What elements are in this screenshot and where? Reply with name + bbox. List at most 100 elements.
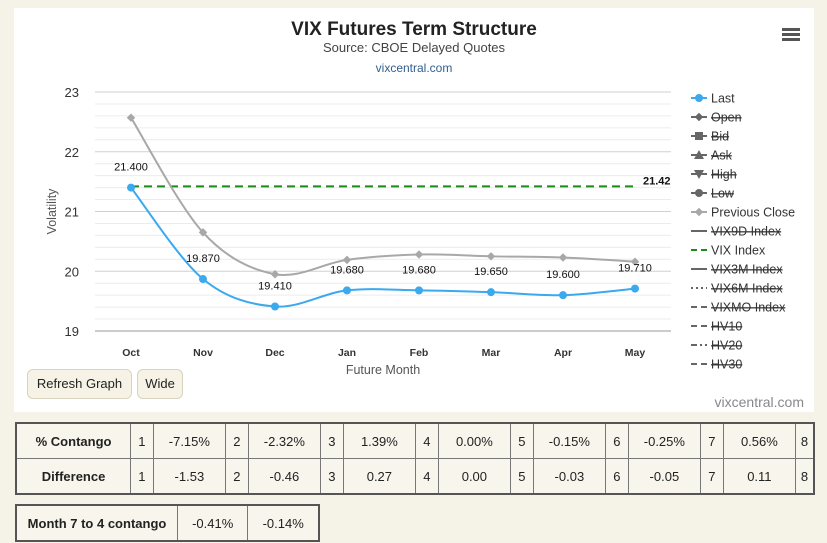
month-number-cell: 1 [130, 458, 154, 495]
legend-item-label[interactable]: HV20 [711, 339, 742, 353]
chart-title: VIX Futures Term Structure [291, 19, 537, 40]
month-contango-value: -0.14% [247, 504, 320, 542]
previous-close-point [558, 253, 568, 262]
wide-button[interactable]: Wide [137, 369, 183, 399]
previous-close-point [486, 252, 496, 261]
legend-marker [695, 132, 703, 140]
month-number-cell: 8 [795, 422, 815, 459]
legend-item-label[interactable]: VIX6M Index [711, 282, 783, 296]
x-tick-label: Mar [482, 347, 501, 359]
row-label: % Contango [15, 422, 132, 459]
legend-marker [695, 94, 703, 102]
chart-source-link[interactable]: vixcentral.com [375, 61, 453, 75]
last-point [127, 183, 135, 192]
month-contango-row: Month 7 to 4 contango -0.41% -0.14% [15, 504, 320, 542]
legend-item-label[interactable]: HV10 [711, 320, 742, 334]
month-number-cell: 3 [320, 458, 344, 495]
last-point [487, 288, 495, 297]
month-number-cell: 6 [605, 422, 629, 459]
legend-item-label[interactable]: Last [711, 92, 735, 106]
value-cell: 0.27 [342, 458, 417, 495]
last-point [343, 286, 351, 295]
vix-index-label: 21.42 [643, 175, 671, 187]
legend-marker [694, 207, 704, 217]
chart-svg: 19 20 21 22 23 Oct Nov Dec Jan Feb Mar Apr May Future… [45, 85, 795, 377]
contango-table: % Contango 1 -7.15% 2 -2.32% 3 1.39% 4 0.00% 5 -0.… [15, 422, 815, 495]
legend-item-label[interactable]: Previous Close [711, 206, 795, 220]
last-point [271, 302, 279, 311]
contango-table-row: Difference 1 -1.53 2 -0.46 3 0.27 4 0.00 5 -0.03 6-… [15, 458, 815, 495]
x-tick-label: Oct [122, 347, 140, 359]
value-cell: -0.25% [627, 422, 702, 459]
y-tick-label: 21 [65, 205, 79, 220]
x-tick-label: May [625, 347, 646, 359]
last-data-label: 19.870 [186, 253, 220, 265]
legend-item-label[interactable]: Open [711, 111, 742, 125]
legend-item-label[interactable]: HV30 [711, 358, 742, 372]
previous-close-point [126, 113, 136, 122]
month-number-cell: 4 [415, 458, 439, 495]
last-data-label: 19.680 [402, 264, 436, 276]
last-data-label: 19.600 [546, 269, 580, 281]
previous-close-point [342, 255, 352, 265]
x-tick-label: Apr [554, 347, 572, 359]
last-point [631, 284, 639, 293]
legend-item-label[interactable]: VIX Index [711, 244, 766, 258]
legend-marker [695, 189, 703, 197]
legend-item-label[interactable]: Low [711, 187, 735, 201]
last-data-label: 19.410 [258, 281, 292, 293]
y-tick-label: 22 [65, 145, 79, 160]
legend-item-label[interactable]: VIXMO Index [711, 301, 786, 315]
previous-close-point [414, 250, 424, 259]
x-axis-label: Future Month [346, 363, 420, 377]
month-contango-label: Month 7 to 4 contango [15, 504, 178, 542]
legend-item-label[interactable]: VIX3M Index [711, 263, 783, 277]
value-cell: -0.15% [532, 422, 607, 459]
previous-close-point [270, 269, 280, 279]
value-cell: -0.46 [247, 458, 322, 495]
previous-close-point [198, 228, 208, 237]
last-data-label: 19.650 [474, 266, 508, 278]
last-data-label: 19.710 [618, 263, 652, 275]
month-number-cell: 4 [415, 422, 439, 459]
legend-item-label[interactable]: VIX9D Index [711, 225, 782, 239]
last-data-label: 19.680 [330, 264, 364, 276]
legend-item-label[interactable]: Ask [711, 149, 733, 163]
legend-marker [694, 112, 704, 122]
last-point [415, 286, 423, 295]
hamburger-menu-icon[interactable] [782, 28, 800, 42]
value-cell: -0.05 [627, 458, 702, 495]
last-point [199, 275, 207, 284]
x-tick-label: Feb [410, 347, 429, 359]
row-label: Difference [15, 458, 132, 495]
month-number-cell: 2 [225, 458, 249, 495]
previous-close-point [630, 257, 640, 266]
legend-item-label[interactable]: High [711, 168, 737, 182]
y-axis-label: Volatility [45, 188, 59, 235]
y-tick-label: 19 [65, 324, 79, 339]
month-number-cell: 6 [605, 458, 629, 495]
x-tick-label: Jan [338, 347, 356, 359]
value-cell: -2.32% [247, 422, 322, 459]
month-number-cell: 5 [510, 458, 534, 495]
month-contango-value: -0.41% [176, 504, 249, 542]
y-tick-label: 23 [65, 85, 79, 100]
last-point [559, 291, 567, 300]
contango-table-row: % Contango 1 -7.15% 2 -2.32% 3 1.39% 4 0.00% 5 -0.… [15, 422, 815, 459]
last-data-label: 21.400 [114, 162, 148, 174]
legend-item-label[interactable]: Bid [711, 130, 729, 144]
previous-close-line [130, 117, 636, 277]
chart-subtitle: Source: CBOE Delayed Quotes [322, 40, 506, 55]
chart-panel: 19 20 21 22 23 Oct Nov Dec Jan Feb Mar Apr May Future… [14, 8, 814, 412]
refresh-graph-button[interactable]: Refresh Graph [27, 369, 132, 399]
value-cell: -0.03 [532, 458, 607, 495]
value-cell: 1.39% [342, 422, 417, 459]
value-cell: -1.53 [152, 458, 227, 495]
month-number-cell: 7 [700, 422, 724, 459]
value-cell: 0.11 [722, 458, 797, 495]
value-cell: 0.00 [437, 458, 512, 495]
month-number-cell: 1 [130, 422, 154, 459]
month-contango-table: Month 7 to 4 contango -0.41% -0.14% [15, 504, 320, 542]
month-number-cell: 7 [700, 458, 724, 495]
month-number-cell: 2 [225, 422, 249, 459]
